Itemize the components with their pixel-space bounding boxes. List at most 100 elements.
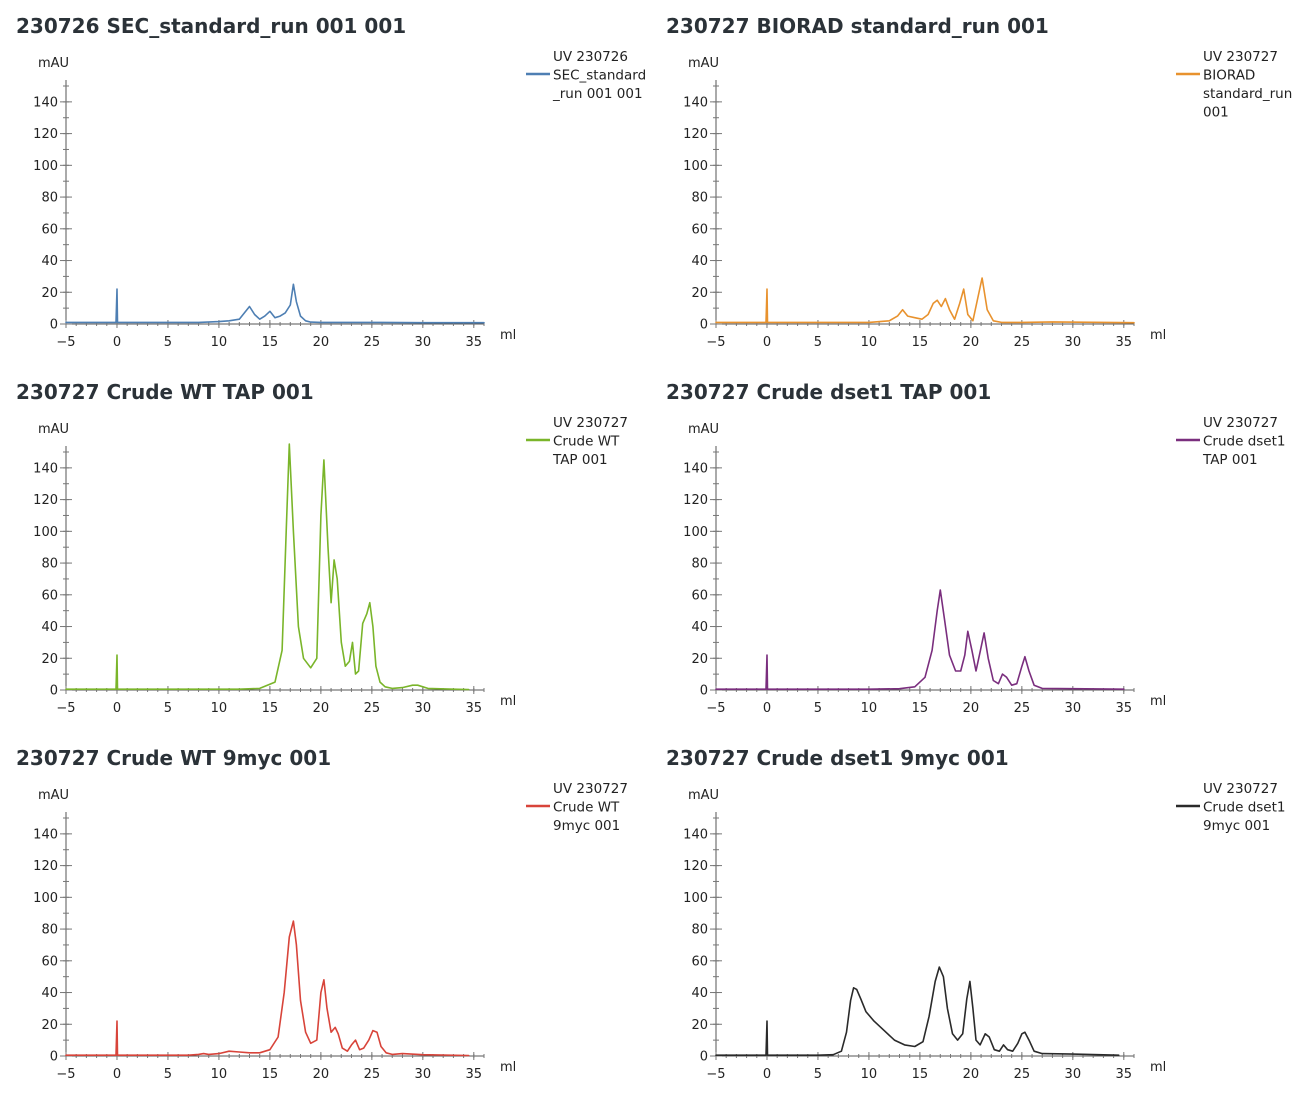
y-axis-label: mAU bbox=[38, 788, 69, 803]
x-tick-label: 10 bbox=[211, 1067, 228, 1082]
x-tick-label: 20 bbox=[963, 335, 980, 350]
chart-title: 230727 Crude dset1 9myc 001 bbox=[666, 746, 1009, 770]
legend-entry: UV 230727 BIORAD standard_run 001 bbox=[1203, 49, 1292, 121]
x-tick-label: −5 bbox=[56, 701, 75, 716]
y-tick-label: 140 bbox=[33, 461, 58, 476]
x-tick-label: 15 bbox=[912, 701, 929, 716]
x-axis-label: ml bbox=[500, 1060, 516, 1075]
x-tick-label: 0 bbox=[113, 701, 121, 716]
series-line bbox=[65, 283, 485, 324]
x-axis-label: ml bbox=[500, 328, 516, 343]
chart-title: 230727 BIORAD standard_run 001 bbox=[666, 14, 1049, 38]
y-tick-label: 0 bbox=[50, 1050, 58, 1065]
y-tick-label: 0 bbox=[700, 1050, 708, 1065]
x-axis-label: ml bbox=[500, 694, 516, 709]
y-tick-label: 120 bbox=[33, 127, 58, 142]
chart-panel-6: 230727 Crude dset1 9myc 001 0 20 40 60 80 100… bbox=[650, 732, 1306, 1100]
x-tick-label: 10 bbox=[861, 335, 878, 350]
y-tick-label: 60 bbox=[41, 222, 58, 237]
y-axis-label: mAU bbox=[688, 788, 719, 803]
y-tick-label: 0 bbox=[700, 684, 708, 699]
legend-entry: UV 230727 Crude WT 9myc 001 bbox=[553, 781, 628, 834]
x-tick-label: 30 bbox=[1065, 1067, 1082, 1082]
x-tick-label: 5 bbox=[814, 1067, 822, 1082]
y-tick-label: 20 bbox=[691, 652, 708, 667]
x-tick-label: 25 bbox=[364, 335, 381, 350]
x-tick-label: −5 bbox=[706, 1067, 725, 1082]
series-line bbox=[65, 443, 470, 691]
y-tick-label: 120 bbox=[683, 493, 708, 508]
x-tick-label: 0 bbox=[763, 701, 771, 716]
x-tick-label: 20 bbox=[963, 701, 980, 716]
x-tick-label: 35 bbox=[1116, 701, 1133, 716]
y-tick-label: 80 bbox=[41, 557, 58, 572]
y-tick-label: 0 bbox=[700, 318, 708, 333]
chart-title: 230726 SEC_standard_run 001 001 bbox=[16, 14, 407, 38]
x-tick-label: 15 bbox=[262, 335, 279, 350]
y-tick-label: 140 bbox=[33, 95, 58, 110]
x-tick-label: 35 bbox=[466, 335, 483, 350]
y-tick-label: 40 bbox=[691, 986, 708, 1001]
x-axis-label: ml bbox=[1150, 694, 1166, 709]
x-tick-label: 10 bbox=[211, 701, 228, 716]
y-tick-label: 20 bbox=[41, 286, 58, 301]
y-tick-label: 140 bbox=[683, 461, 708, 476]
x-tick-label: 25 bbox=[1014, 701, 1031, 716]
legend-entry: UV 230727 Crude WT TAP 001 bbox=[552, 415, 628, 468]
x-tick-label: 20 bbox=[963, 1067, 980, 1082]
x-tick-label: 15 bbox=[912, 1067, 929, 1082]
series-line bbox=[715, 277, 1135, 324]
y-tick-label: 140 bbox=[683, 827, 708, 842]
x-tick-label: 5 bbox=[164, 701, 172, 716]
x-tick-label: 35 bbox=[1116, 335, 1133, 350]
y-tick-label: 120 bbox=[683, 859, 708, 874]
x-tick-label: 0 bbox=[113, 1067, 121, 1082]
x-tick-label: 35 bbox=[466, 701, 483, 716]
x-tick-label: −5 bbox=[706, 701, 725, 716]
y-tick-label: 60 bbox=[691, 588, 708, 603]
x-tick-label: 5 bbox=[164, 335, 172, 350]
x-tick-label: 0 bbox=[763, 1067, 771, 1082]
legend-entry: UV 230726 SEC_standard _run 001 001 bbox=[552, 49, 646, 102]
y-tick-label: 80 bbox=[41, 191, 58, 206]
chart-plot: 0 20 40 60 80 100 120 140 −5 0 5 10 15 20 25 30 35 mAU ml U… bbox=[33, 49, 646, 350]
chart-panel-3: 230727 Crude WT TAP 001 0 20 40 60 80 100 120 1… bbox=[0, 366, 656, 734]
x-tick-label: −5 bbox=[56, 335, 75, 350]
y-tick-label: 100 bbox=[33, 525, 58, 540]
y-tick-label: 120 bbox=[33, 493, 58, 508]
x-tick-label: 20 bbox=[313, 1067, 330, 1082]
legend-entry: UV 230727 Crude dset1 9myc 001 bbox=[1203, 781, 1286, 834]
y-tick-label: 40 bbox=[41, 986, 58, 1001]
y-tick-label: 20 bbox=[41, 1018, 58, 1033]
y-tick-label: 40 bbox=[691, 254, 708, 269]
y-tick-label: 80 bbox=[691, 557, 708, 572]
x-tick-label: 20 bbox=[313, 335, 330, 350]
chart-panel-1: 230726 SEC_standard_run 001 001 0 20 40 60 8… bbox=[0, 0, 656, 368]
chart-panel-4: 230727 Crude dset1 TAP 001 0 20 40 60 80 100 1… bbox=[650, 366, 1306, 734]
y-tick-label: 100 bbox=[683, 525, 708, 540]
x-tick-label: 35 bbox=[466, 1067, 483, 1082]
x-axis-label: ml bbox=[1150, 1060, 1166, 1075]
y-tick-label: 100 bbox=[683, 891, 708, 906]
x-tick-label: 15 bbox=[262, 701, 279, 716]
y-tick-label: 140 bbox=[683, 95, 708, 110]
x-tick-label: 35 bbox=[1116, 1067, 1133, 1082]
x-tick-label: 15 bbox=[912, 335, 929, 350]
chart-plot: 0 20 40 60 80 100 120 140 −5 0 5 10 15 20 25 30 35 mAU ml U… bbox=[33, 415, 628, 716]
y-tick-label: 0 bbox=[50, 684, 58, 699]
y-axis-label: mAU bbox=[688, 56, 719, 71]
chart-panel-2: 230727 BIORAD standard_run 001 0 20 40 60 80… bbox=[650, 0, 1306, 368]
y-tick-label: 40 bbox=[41, 254, 58, 269]
y-tick-label: 40 bbox=[691, 620, 708, 635]
x-tick-label: 30 bbox=[1065, 335, 1082, 350]
y-tick-label: 140 bbox=[33, 827, 58, 842]
chart-plot: 0 20 40 60 80 100 120 140 −5 0 5 10 15 20 25 30 35 mAU ml U… bbox=[683, 415, 1285, 716]
y-tick-label: 20 bbox=[691, 1018, 708, 1033]
x-tick-label: 30 bbox=[415, 335, 432, 350]
x-tick-label: 5 bbox=[164, 1067, 172, 1082]
x-tick-label: 0 bbox=[763, 335, 771, 350]
y-tick-label: 100 bbox=[33, 159, 58, 174]
y-tick-label: 80 bbox=[691, 191, 708, 206]
y-tick-label: 60 bbox=[41, 588, 58, 603]
chart-title: 230727 Crude WT TAP 001 bbox=[16, 380, 314, 404]
